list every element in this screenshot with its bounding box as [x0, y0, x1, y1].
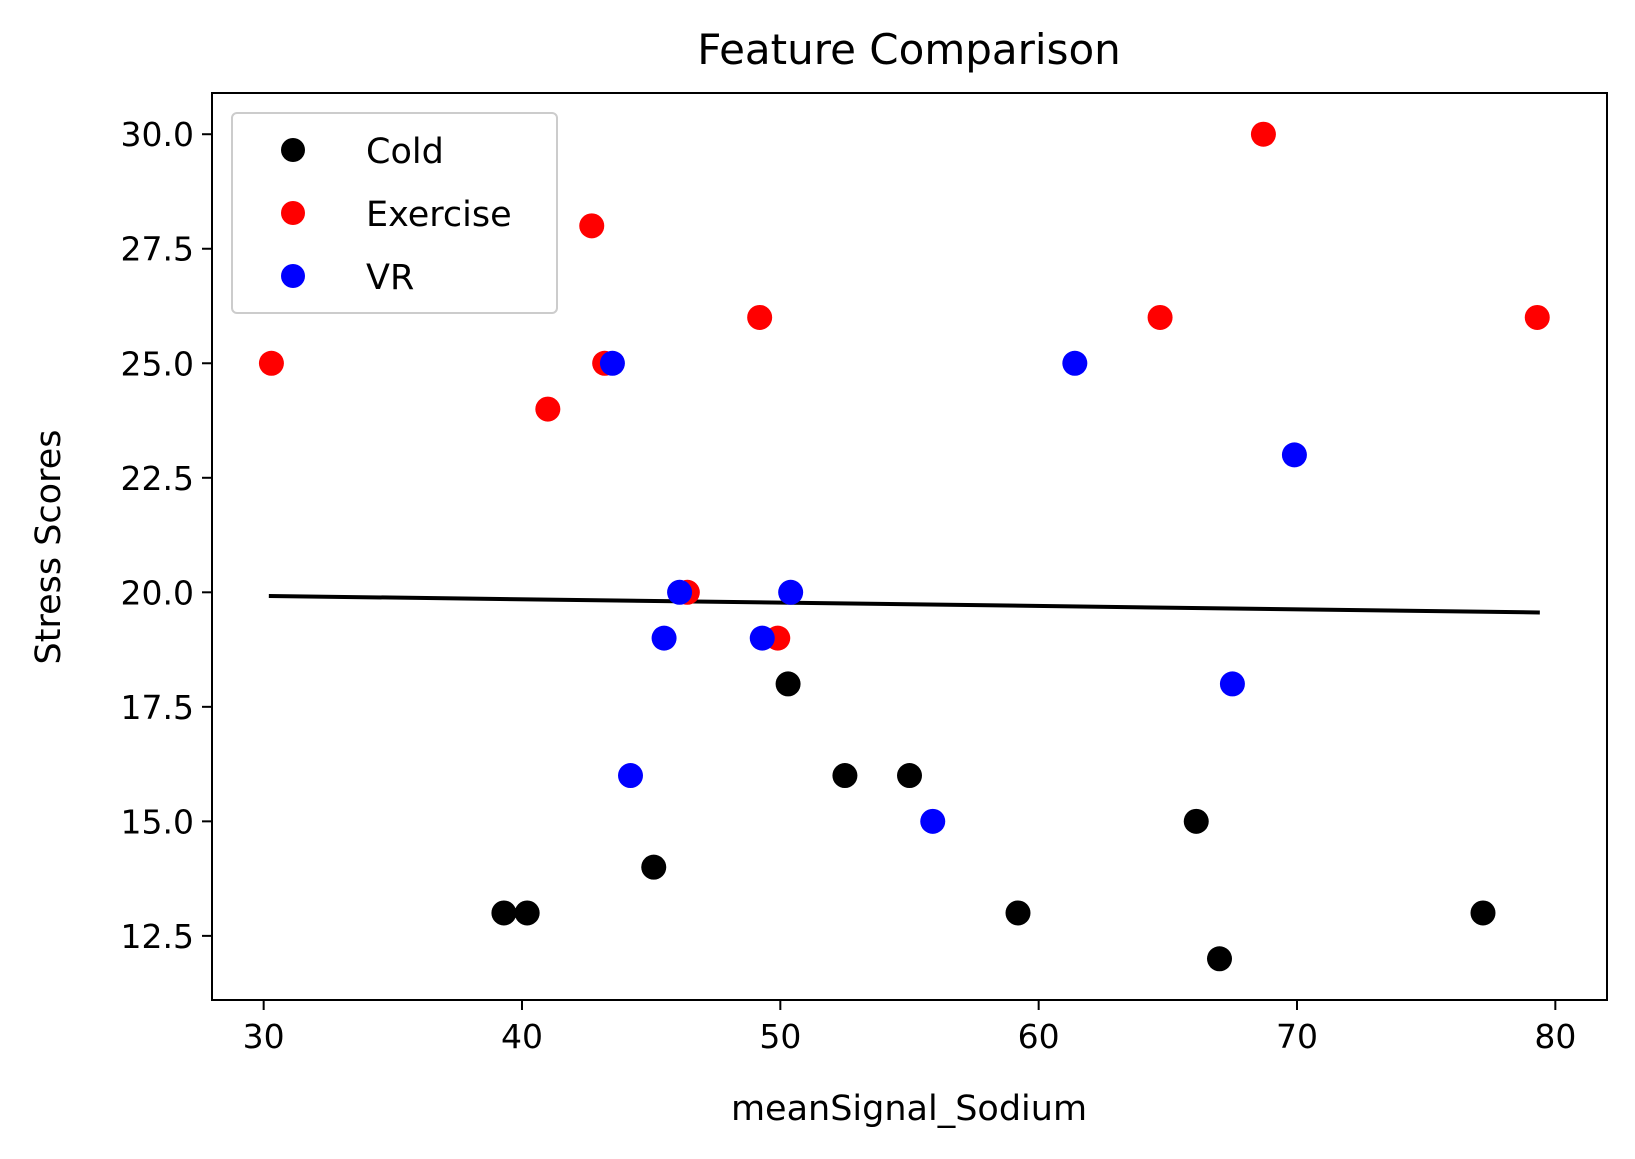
- data-point-vr: [618, 763, 643, 789]
- x-tick-label: 80: [1534, 1017, 1576, 1056]
- y-tick-label: 30.0: [121, 115, 194, 154]
- data-point-vr: [651, 625, 677, 651]
- data-point-cold: [1207, 946, 1232, 972]
- legend-label-cold: Cold: [366, 132, 444, 172]
- data-point-cold: [514, 900, 540, 926]
- legend-marker-exercise: [281, 201, 305, 225]
- y-tick-label: 22.5: [121, 459, 194, 498]
- x-tick-label: 30: [243, 1017, 285, 1056]
- y-tick-label: 20.0: [121, 573, 194, 612]
- x-tick-label: 50: [759, 1017, 801, 1056]
- data-point-exercise: [535, 396, 561, 422]
- x-axis-label: meanSignal_Sodium: [731, 1089, 1087, 1129]
- plot-area-frame: [211, 92, 1608, 1001]
- data-point-cold: [1005, 900, 1031, 926]
- legend-label-vr: VR: [366, 258, 414, 298]
- data-point-cold: [641, 854, 667, 880]
- data-point-exercise: [747, 304, 773, 330]
- legend-label-exercise: Exercise: [366, 195, 512, 235]
- y-axis-label: Stress Scores: [29, 430, 69, 665]
- trend-lines: [268, 593, 1540, 615]
- legend-box: [231, 112, 558, 314]
- chart-title: Feature Comparison: [697, 25, 1121, 74]
- data-points: [258, 121, 1550, 972]
- data-point-cold: [491, 900, 517, 926]
- data-point-cold: [897, 763, 922, 789]
- axis-ticks: 30 40 50 60 70 80 12.5 15.0 17.5 20.0 22.5 25.0 27.5…: [121, 115, 1577, 1056]
- x-tick-label: 60: [1018, 1017, 1060, 1056]
- x-tick-label: 40: [501, 1017, 543, 1056]
- data-point-vr: [599, 350, 625, 376]
- data-point-exercise: [258, 350, 284, 376]
- y-tick-label: 12.5: [121, 917, 194, 956]
- data-point-vr: [1281, 442, 1307, 468]
- data-point-cold: [775, 671, 801, 697]
- y-tick-label: 15.0: [121, 802, 194, 841]
- data-point-exercise: [1147, 304, 1173, 330]
- data-point-cold: [1183, 808, 1209, 834]
- legend-marker-cold: [281, 138, 305, 162]
- legend: Cold Exercise VR: [231, 112, 558, 314]
- data-point-exercise: [579, 213, 605, 239]
- data-point-cold: [1470, 900, 1496, 926]
- legend-marker-vr: [281, 264, 305, 288]
- x-tick-label: 70: [1276, 1017, 1318, 1056]
- y-tick-label: 25.0: [121, 344, 194, 383]
- y-tick-label: 27.5: [121, 230, 194, 269]
- data-point-vr: [920, 808, 946, 834]
- regression-line: [268, 593, 1540, 615]
- data-point-exercise: [1250, 121, 1276, 147]
- data-point-cold: [832, 763, 858, 789]
- data-point-vr: [667, 579, 693, 605]
- data-point-vr: [1219, 671, 1245, 697]
- data-point-vr: [1062, 350, 1088, 376]
- data-point-exercise: [1524, 304, 1550, 330]
- y-tick-label: 17.5: [121, 688, 194, 727]
- data-point-vr: [749, 625, 775, 651]
- data-point-vr: [778, 579, 804, 605]
